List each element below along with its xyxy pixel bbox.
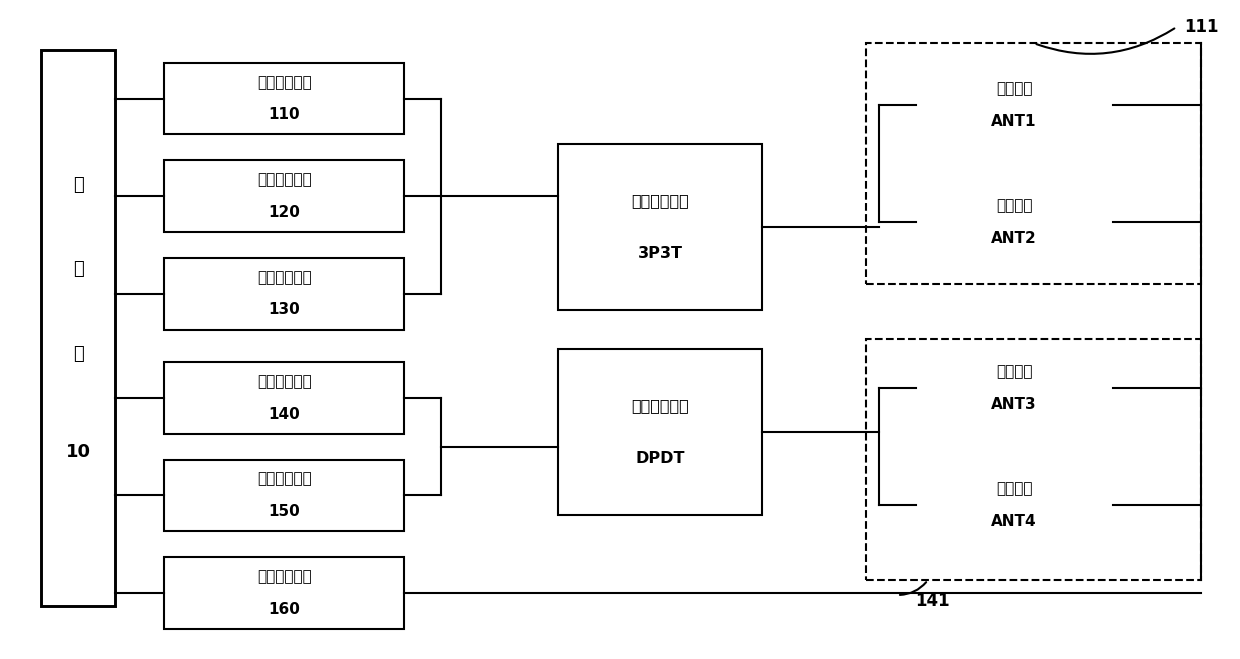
Text: 3P3T: 3P3T [637,246,682,260]
Text: 160: 160 [268,602,300,617]
Text: 110: 110 [269,107,300,123]
Bar [164,63,404,134]
Text: 收: 收 [73,176,83,194]
Text: ANT2: ANT2 [991,231,1037,246]
Bar [915,469,1112,541]
Text: 第二发射电路: 第二发射电路 [257,374,311,389]
Bar [164,459,404,531]
Text: 130: 130 [269,302,300,318]
Bar [867,43,1202,284]
Text: DPDT: DPDT [635,451,684,465]
Bar [915,186,1112,258]
Text: 10: 10 [66,442,91,461]
Bar [164,362,404,434]
Text: 111: 111 [1184,18,1219,36]
Text: 第四天线: 第四天线 [996,482,1033,496]
Text: 发: 发 [73,260,83,278]
Text: ANT1: ANT1 [992,114,1037,129]
Bar [915,69,1112,141]
Text: 150: 150 [269,504,300,519]
Bar [558,349,761,515]
Bar [867,339,1202,580]
Text: 第三接收电路: 第三接收电路 [257,472,311,486]
Text: 三刀三掷开关: 三刀三掷开关 [631,194,689,208]
Text: ANT3: ANT3 [991,397,1037,412]
Text: 141: 141 [915,592,950,610]
Bar [164,160,404,232]
Bar [164,258,404,330]
Text: 第二接收电路: 第二接收电路 [257,270,311,285]
Text: 140: 140 [269,407,300,422]
Text: 第一接收电路: 第一接收电路 [257,173,311,187]
Text: 第四接收电路: 第四接收电路 [257,569,311,585]
Text: 第一发射电路: 第一发射电路 [257,74,311,90]
Bar [915,353,1112,424]
Bar [558,144,761,310]
Text: 120: 120 [268,205,300,220]
Text: ANT4: ANT4 [991,514,1037,529]
Text: 器: 器 [73,345,83,363]
Bar [164,558,404,629]
Text: 双刀双掷开关: 双刀双掷开关 [631,399,689,413]
Text: 第二天线: 第二天线 [996,198,1033,214]
Bar [41,49,115,606]
Text: 第三天线: 第三天线 [996,364,1033,380]
Text: 第一天线: 第一天线 [996,81,1033,96]
